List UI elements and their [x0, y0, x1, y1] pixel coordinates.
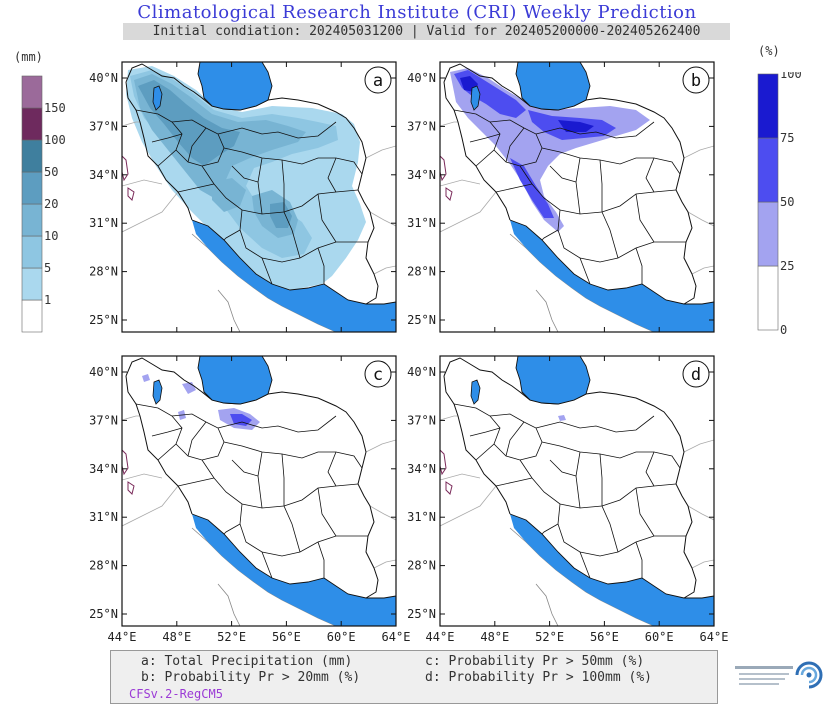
map-panel-c: c 25°N 28°N 31°N 34°N 37°N 40°N 44°E 48°E 52°E 56°… — [89, 355, 411, 644]
precip-colorbar-tick: 50 — [44, 165, 58, 179]
prob-colorbar-tick: 50 — [780, 195, 794, 209]
lon-tick-label: 64°E — [700, 630, 729, 644]
legend-a: a: Total Precipitation (mm) — [141, 654, 353, 669]
precip-colorbar-tick: 10 — [44, 229, 58, 243]
lat-tick-label: 34°N — [89, 462, 118, 476]
lon-tick-label: 60°E — [645, 630, 674, 644]
legend-box: a: Total Precipitation (mm) b: Probabili… — [110, 650, 718, 704]
lat-tick-label: 40°N — [407, 71, 436, 85]
svg-text:b: b — [691, 71, 701, 91]
persian-gulf — [510, 514, 714, 626]
page-title: Climatological Research Institute (CRI) … — [137, 2, 697, 23]
lat-tick-label: 25°N — [407, 607, 436, 621]
lat-tick-label: 31°N — [89, 216, 118, 230]
map-panel-a: a 25°N 28°N 31°N 34°N 37°N 40°N — [89, 61, 397, 333]
lat-tick-label: 31°N — [89, 510, 118, 524]
lat-tick-label: 28°N — [89, 265, 118, 279]
legend-c: c: Probability Pr > 50mm (%) — [425, 654, 645, 669]
model-name: CFSv.2-RegCM5 — [129, 687, 223, 701]
legend-b: b: Probability Pr > 20mm (%) — [141, 670, 361, 685]
prob-unit-label: (%) — [758, 44, 780, 58]
prob-colorbar-segment — [757, 73, 779, 139]
lat-tick-label: 34°N — [407, 462, 436, 476]
lon-tick-label: 60°E — [327, 630, 356, 644]
prob-colorbar-tick: 0 — [780, 323, 787, 334]
persian-gulf — [510, 220, 714, 332]
legend-d: d: Probability Pr > 100mm (%) — [425, 670, 652, 685]
field-contour — [558, 415, 566, 421]
lon-tick-label: 48°E — [162, 630, 191, 644]
lat-tick-label: 34°N — [407, 168, 436, 182]
lat-tick-label: 28°N — [89, 559, 118, 573]
lat-tick-label: 40°N — [89, 71, 118, 85]
lat-tick-label: 31°N — [407, 216, 436, 230]
panel-label-c: c — [364, 360, 392, 388]
field-contour — [558, 120, 594, 132]
map-panels: a 25°N 28°N 31°N 34°N 37°N 40°N b 25°N 28°N 31°N 34… — [89, 61, 729, 644]
svg-text:a: a — [373, 71, 383, 91]
lon-tick-label: 52°E — [217, 630, 246, 644]
institute-logo — [735, 661, 823, 689]
lat-tick-label: 37°N — [407, 413, 436, 427]
field-contour — [270, 202, 292, 228]
lat-tick-label: 37°N — [407, 119, 436, 133]
precip-colorbar-tick: 20 — [44, 197, 58, 211]
lat-tick-label: 37°N — [89, 413, 118, 427]
lat-tick-label: 31°N — [407, 510, 436, 524]
lat-tick-label: 28°N — [407, 265, 436, 279]
lon-tick-label: 56°E — [590, 630, 619, 644]
precip-colorbar-tick: 1 — [44, 293, 51, 307]
lon-tick-label: 64°E — [382, 630, 411, 644]
field-contour — [510, 158, 554, 218]
persian-gulf — [192, 220, 396, 332]
precip-colorbar: 1 5 10 20 50 100 150 — [21, 75, 66, 333]
caspian-sea — [515, 356, 591, 405]
lon-tick-label: 44°E — [426, 630, 455, 644]
precip-colorbar-tick: 150 — [44, 101, 66, 115]
persian-gulf — [192, 514, 396, 626]
lat-tick-label: 34°N — [89, 168, 118, 182]
lon-tick-label: 48°E — [480, 630, 509, 644]
prob-colorbar-tick: 25 — [780, 259, 794, 273]
lon-tick-label: 52°E — [535, 630, 564, 644]
lat-tick-label: 25°N — [407, 313, 436, 327]
precip-colorbar-tick: 100 — [44, 133, 66, 147]
caspian-sea — [197, 356, 273, 405]
map-panel-d: d 25°N 28°N 31°N 34°N 37°N 40°N 44°E 48°E 52°E 56°… — [407, 355, 729, 644]
svg-text:d: d — [691, 365, 701, 385]
prob-colorbar-tick: 100 — [780, 72, 802, 81]
panel-label-a: a — [364, 66, 392, 94]
field-contour — [212, 178, 246, 212]
caspian-sea — [515, 62, 591, 111]
lat-tick-label: 37°N — [89, 119, 118, 133]
lon-tick-label: 56°E — [272, 630, 301, 644]
lat-tick-label: 40°N — [89, 365, 118, 379]
lat-tick-label: 40°N — [407, 365, 436, 379]
precip-colorbar-tick: 5 — [44, 261, 51, 275]
prob-colorbar: 0 25 50 75 100 — [757, 72, 802, 334]
caspian-sea — [197, 62, 273, 111]
precip-unit-label: (mm) — [14, 50, 43, 64]
lat-tick-label: 25°N — [89, 313, 118, 327]
prob-colorbar-tick: 75 — [780, 131, 794, 145]
svg-text:c: c — [373, 365, 383, 385]
forecast-validity-subtitle: Initial condiation: 202405031200 | Valid… — [123, 23, 730, 40]
precip-colorbar-segment — [21, 75, 43, 109]
map-panel-b: b 25°N 28°N 31°N 34°N 37°N 40°N — [407, 61, 715, 333]
lon-tick-label: 44°E — [108, 630, 137, 644]
field-contour — [142, 374, 150, 382]
lat-tick-label: 25°N — [89, 607, 118, 621]
panel-label-b: b — [682, 66, 710, 94]
field-contour — [138, 80, 240, 166]
panel-label-d: d — [682, 360, 710, 388]
lat-tick-label: 28°N — [407, 559, 436, 573]
